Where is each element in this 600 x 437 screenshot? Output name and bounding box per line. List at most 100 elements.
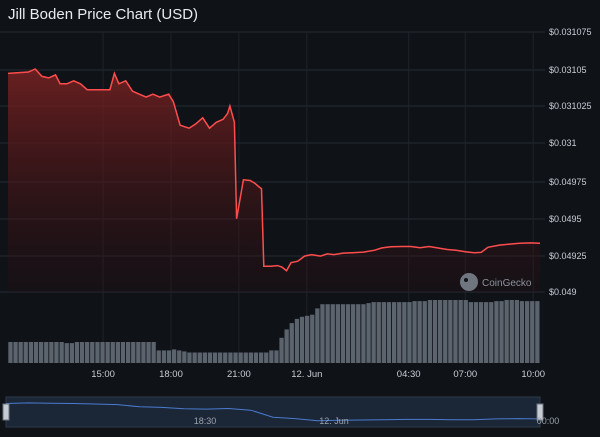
volume-bar [356, 304, 361, 363]
volume-bar [345, 304, 351, 363]
y-tick-label: $0.04975 [549, 177, 587, 187]
volume-bar [228, 352, 233, 363]
y-tick-label: $0.031025 [549, 101, 592, 111]
x-tick-label: 18:00 [159, 369, 183, 380]
volume-bar [64, 343, 69, 363]
volume-bar [376, 302, 381, 363]
volume-bar [361, 304, 366, 363]
volume-bar [397, 302, 402, 363]
navigator-handle-right[interactable] [536, 403, 544, 421]
range-navigator[interactable]: 18:30 12. Jun 00:00 [2, 396, 560, 428]
volume-bar [463, 300, 468, 363]
navigator-label: 12. Jun [319, 416, 349, 426]
volume-bar [218, 352, 223, 363]
volume-bar [13, 342, 18, 363]
volume-bar [223, 352, 228, 363]
volume-bar [366, 303, 371, 363]
volume-bar [44, 342, 49, 363]
volume-bar [28, 342, 34, 363]
volume-bar [136, 342, 141, 363]
volume-bar [141, 342, 146, 363]
volume-bar [484, 302, 489, 363]
volume-bar [514, 300, 519, 363]
volume-bar [238, 352, 243, 363]
navigator-label: 00:00 [537, 416, 560, 426]
volume-bar [131, 342, 136, 363]
volume-bar [212, 352, 218, 363]
volume-bar [74, 342, 80, 363]
volume-bar [110, 342, 115, 363]
price-area [8, 69, 540, 292]
volume-bar [156, 350, 161, 363]
volume-bar [197, 352, 202, 363]
volume-bar [330, 304, 335, 363]
volume-bar [381, 302, 386, 363]
volume-bar [417, 301, 422, 363]
x-tick-label: 07:00 [453, 369, 477, 380]
volume-bar [371, 302, 376, 363]
volume-bar [90, 342, 95, 363]
navigator-window [5, 396, 541, 428]
volume-bar [18, 342, 23, 363]
volume-bar [289, 323, 294, 363]
volume-bar [23, 342, 28, 363]
volume-bar [166, 350, 172, 363]
volume-bar [207, 352, 213, 363]
volume-bar [95, 342, 100, 363]
volume-bar [126, 342, 131, 363]
volume-bar [499, 301, 504, 363]
y-tick-label: $0.049 [549, 287, 577, 297]
navigator-handle-left[interactable] [2, 403, 10, 421]
volume-bar [335, 304, 340, 363]
volume-bar [100, 342, 105, 363]
y-tick-label: $0.04925 [549, 251, 587, 261]
volume-bar [151, 342, 156, 363]
volume-bar [85, 342, 90, 363]
volume-bar [525, 301, 530, 363]
volume-bar [340, 304, 346, 363]
volume-bar [509, 300, 514, 363]
volume-bar [443, 300, 448, 363]
volume-bar [248, 352, 253, 363]
volume-bar [146, 342, 151, 363]
volume-bar [432, 300, 438, 363]
volume-bar [535, 301, 540, 363]
volume-bar [177, 350, 182, 363]
volume-bar [233, 352, 238, 363]
volume-bar [182, 351, 187, 363]
volume-bar [259, 352, 264, 363]
volume-bar [438, 300, 443, 363]
volume-bar [448, 300, 453, 363]
x-tick-label: 04:30 [397, 369, 421, 380]
volume-bar [49, 342, 54, 363]
x-tick-label: 15:00 [91, 369, 115, 380]
volume-bar [105, 342, 110, 363]
volume-bar [294, 318, 300, 363]
volume-bar [422, 301, 427, 363]
volume-bar [243, 352, 248, 363]
volume-bar [478, 302, 484, 363]
volume-bar [305, 315, 310, 364]
y-tick-label: $0.03105 [549, 65, 587, 75]
volume-bar [202, 352, 207, 363]
volume-bar [473, 302, 479, 363]
volume-bar [59, 342, 64, 363]
volume-bar [299, 316, 305, 363]
volume-bar [315, 308, 320, 363]
volume-bar [427, 300, 433, 363]
volume-bar [33, 342, 39, 363]
x-tick-label: 10:00 [521, 369, 545, 380]
chart-title: Jill Boden Price Chart (USD) [8, 6, 199, 23]
volume-bar [407, 302, 412, 363]
volume-bar [187, 352, 192, 363]
price-line [7, 68, 541, 272]
volume-bar [402, 302, 407, 363]
volume-bar [351, 304, 356, 363]
volume-bar [320, 304, 325, 363]
volume-bar [392, 302, 397, 363]
volume-bar [519, 301, 525, 363]
coingecko-logo-icon [460, 273, 478, 291]
y-tick-label: $0.031 [549, 138, 577, 148]
volume-bar [120, 342, 126, 363]
navigator-label: 18:30 [194, 416, 217, 426]
